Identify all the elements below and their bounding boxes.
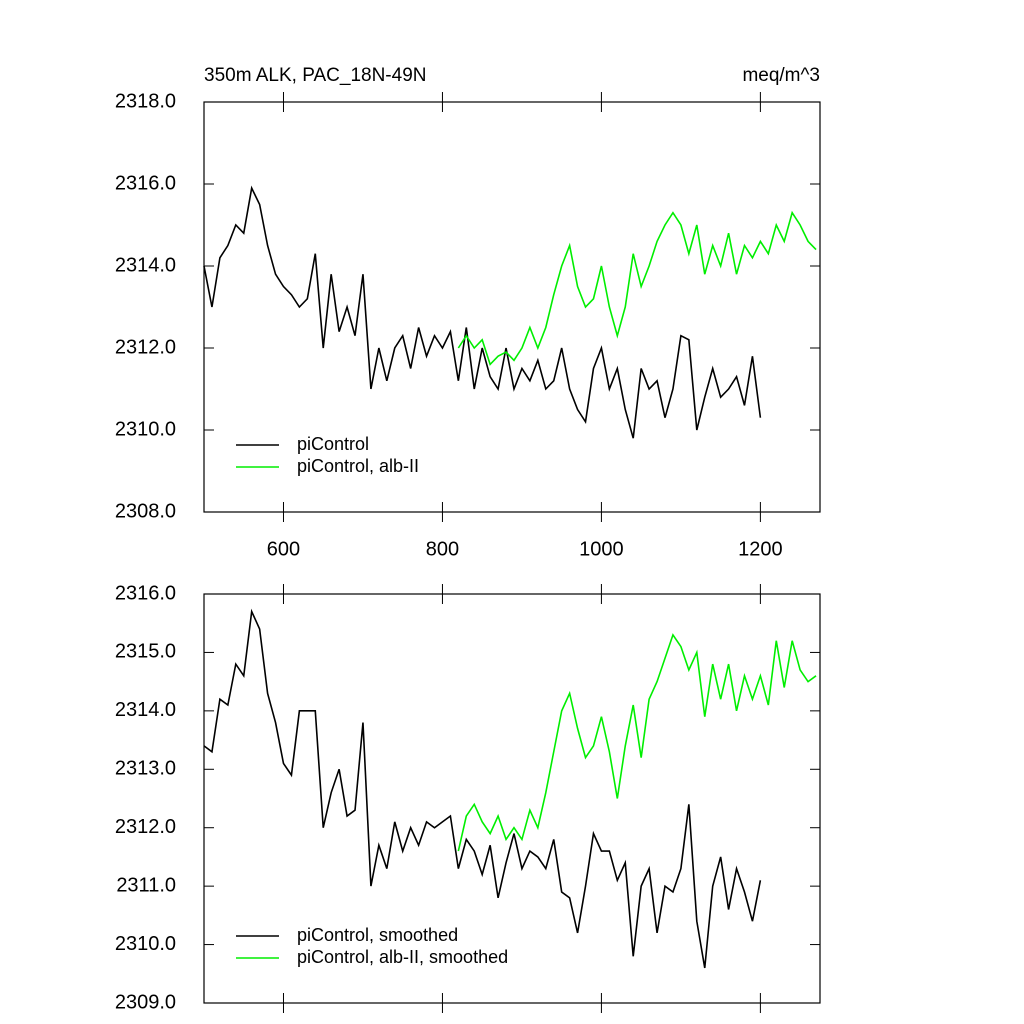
series-line	[457, 633, 817, 852]
y-tick-label: 2314.0	[115, 699, 176, 721]
plot-frame	[203, 593, 821, 1004]
units-label: meq/m^3	[742, 65, 820, 86]
y-tick-label: 2308.0	[115, 500, 176, 522]
y-tick-label: 2314.0	[115, 254, 176, 276]
y-tick-label: 2312.0	[115, 816, 176, 838]
series-line	[203, 608, 762, 969]
y-tick-label: 2310.0	[115, 418, 176, 440]
legend-label: piControl, alb-II, smoothed	[297, 947, 508, 967]
x-tick-label: 1200	[738, 538, 783, 560]
y-tick-label: 2316.0	[115, 582, 176, 604]
y-tick-label: 2315.0	[115, 641, 176, 663]
plot-frame	[203, 101, 821, 513]
y-tick-label: 2312.0	[115, 336, 176, 358]
x-tick-label: 600	[267, 538, 300, 560]
x-tick-label: 800	[426, 538, 459, 560]
y-tick-label: 2313.0	[115, 758, 176, 780]
legend-label: piControl, smoothed	[297, 925, 458, 945]
y-tick-label: 2311.0	[116, 874, 176, 896]
y-tick-label: 2316.0	[115, 172, 176, 194]
legend-label: piControl	[297, 434, 369, 454]
x-tick-label: 1000	[579, 538, 624, 560]
series-line	[203, 185, 762, 439]
y-tick-label: 2310.0	[115, 933, 176, 955]
chart-title: 350m ALK, PAC_18N-49N	[204, 65, 427, 86]
series-line	[457, 210, 817, 366]
y-tick-label: 2318.0	[115, 90, 176, 112]
y-tick-label: 2309.0	[115, 991, 176, 1013]
legend-label: piControl, alb-II	[297, 456, 419, 476]
